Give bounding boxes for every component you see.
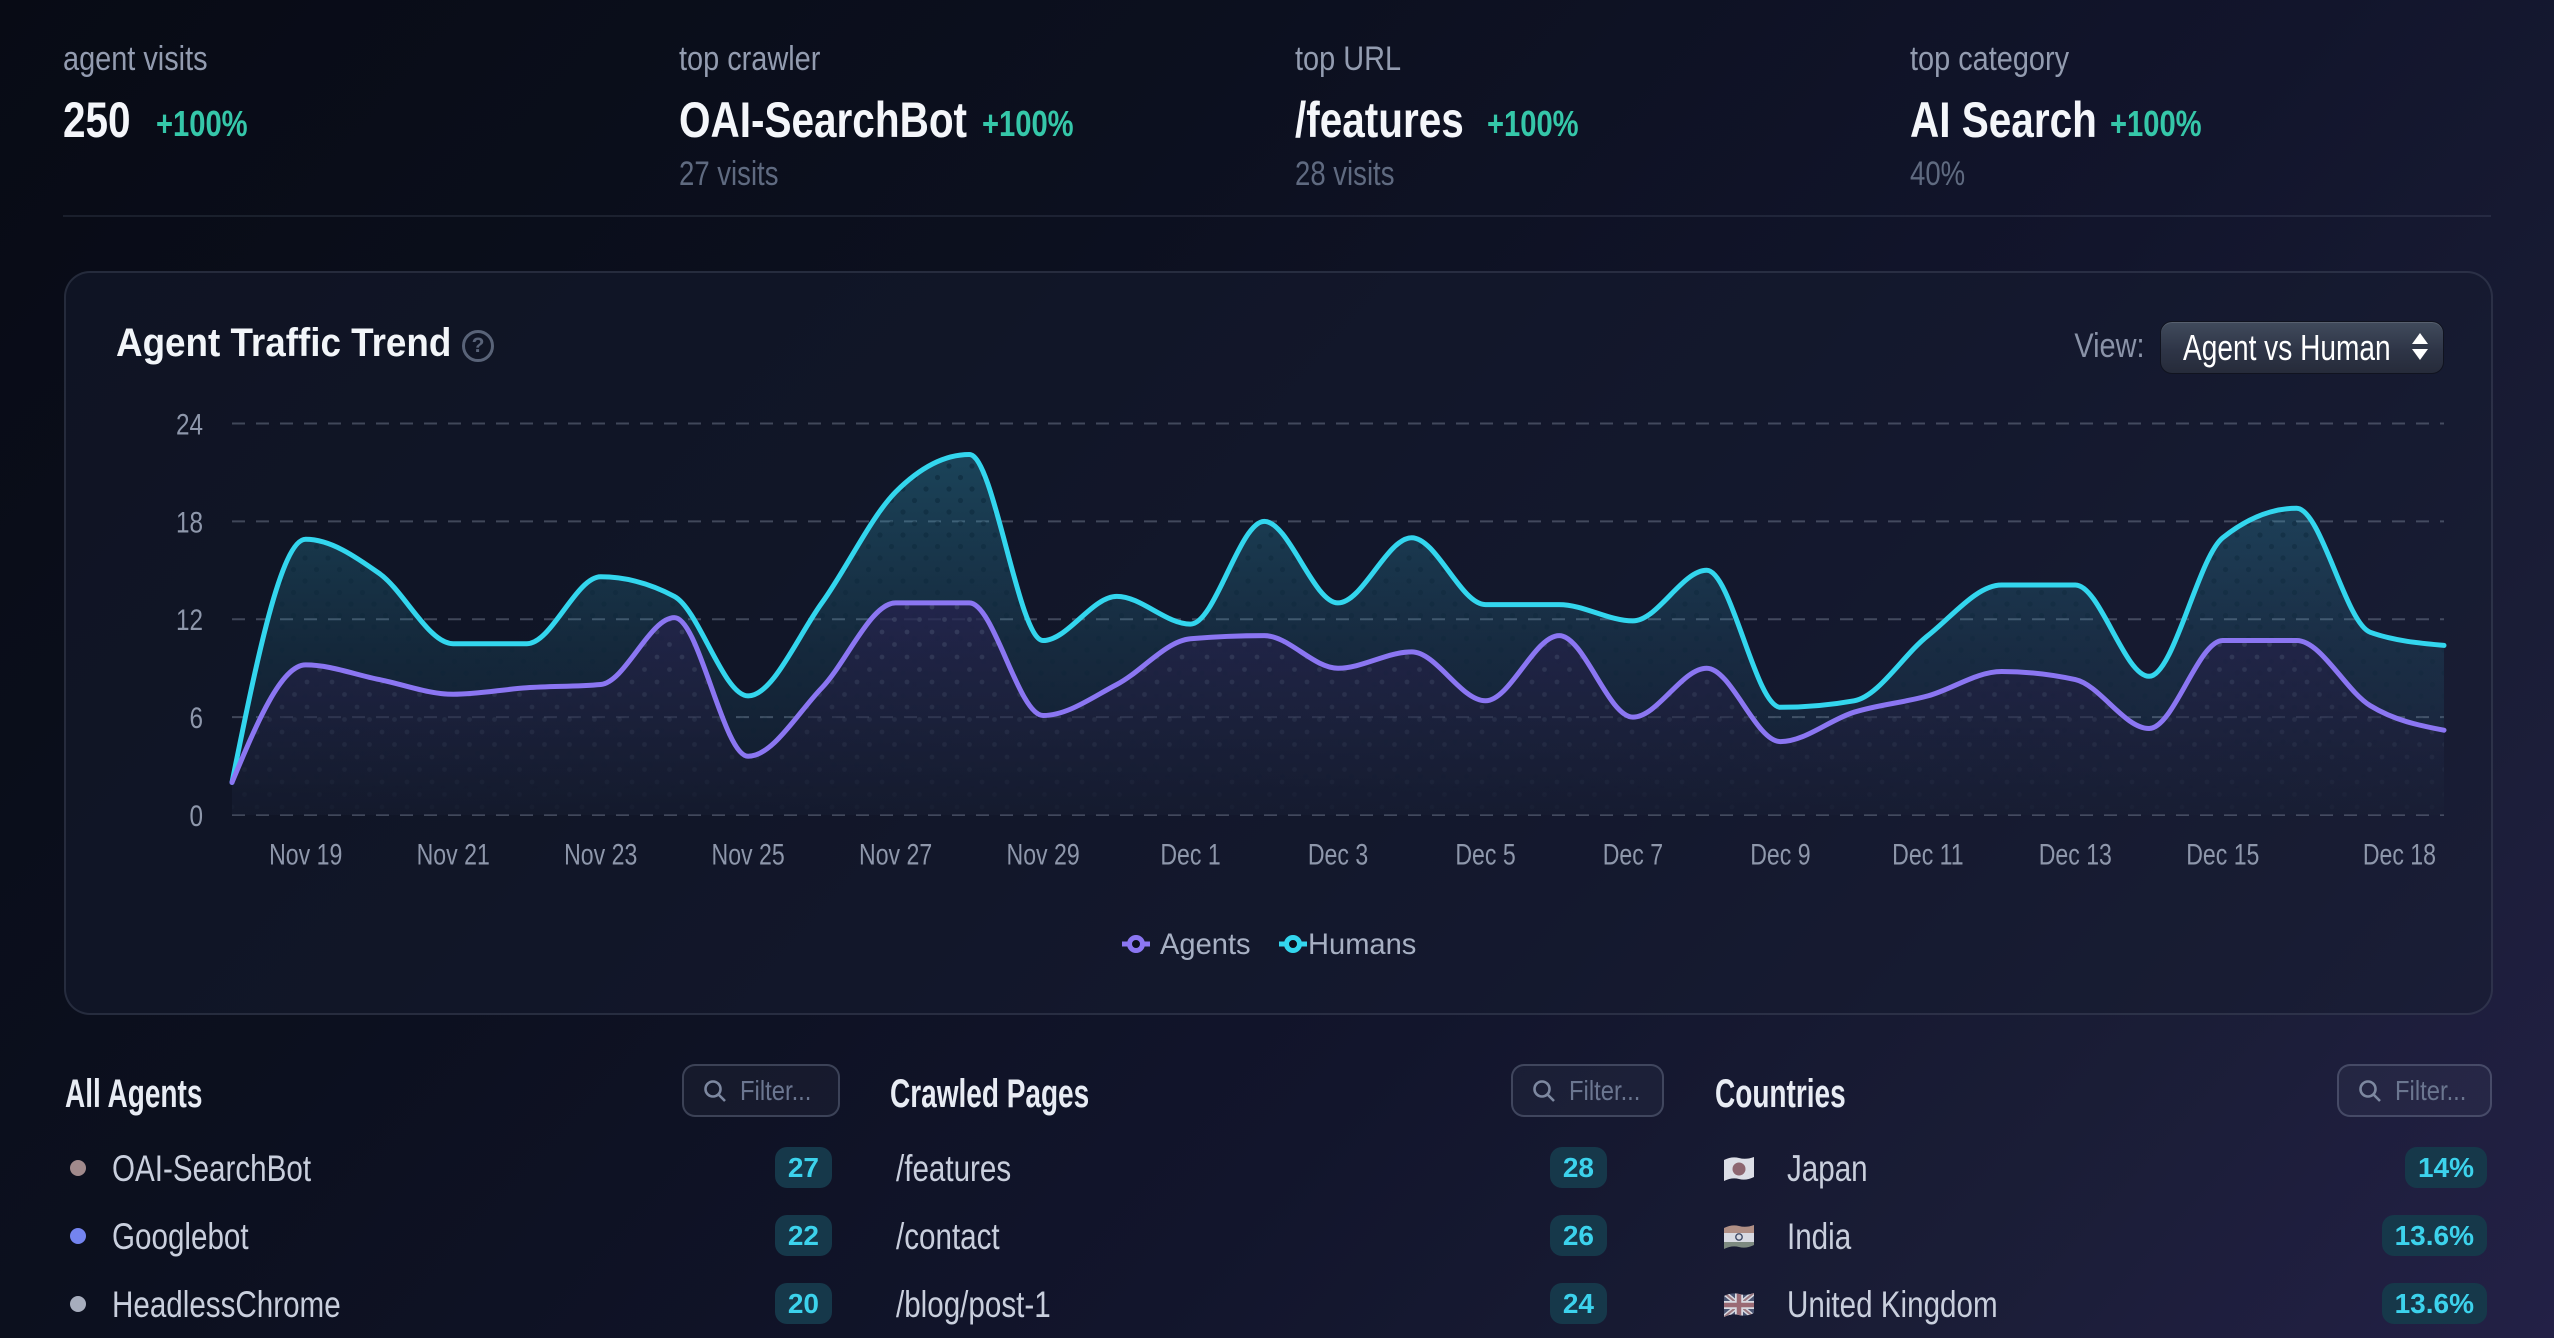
svg-text:Nov 29: Nov 29: [1007, 838, 1080, 872]
svg-text:24: 24: [176, 407, 203, 441]
svg-text:Dec 1: Dec 1: [1160, 838, 1220, 872]
svg-text:12: 12: [176, 603, 203, 637]
svg-text:Dec 3: Dec 3: [1308, 838, 1368, 872]
svg-text:Nov 23: Nov 23: [564, 838, 637, 872]
svg-text:Nov 19: Nov 19: [269, 838, 342, 872]
svg-text:Dec 9: Dec 9: [1750, 838, 1810, 872]
svg-text:Dec 7: Dec 7: [1603, 838, 1663, 872]
svg-text:Agents: Agents: [1160, 928, 1251, 961]
svg-text:Nov 21: Nov 21: [417, 838, 490, 872]
svg-text:0: 0: [189, 799, 203, 833]
svg-text:Dec 13: Dec 13: [2039, 838, 2112, 872]
svg-text:Dec 11: Dec 11: [1892, 838, 1963, 872]
svg-text:Nov 27: Nov 27: [859, 838, 932, 872]
svg-text:Dec 5: Dec 5: [1455, 838, 1515, 872]
svg-text:Dec 18: Dec 18: [2363, 838, 2436, 872]
svg-text:18: 18: [176, 505, 203, 539]
svg-text:Dec 15: Dec 15: [2186, 838, 2259, 872]
svg-text:Humans: Humans: [1308, 928, 1416, 961]
svg-text:Nov 25: Nov 25: [712, 838, 785, 872]
svg-text:6: 6: [189, 701, 203, 735]
